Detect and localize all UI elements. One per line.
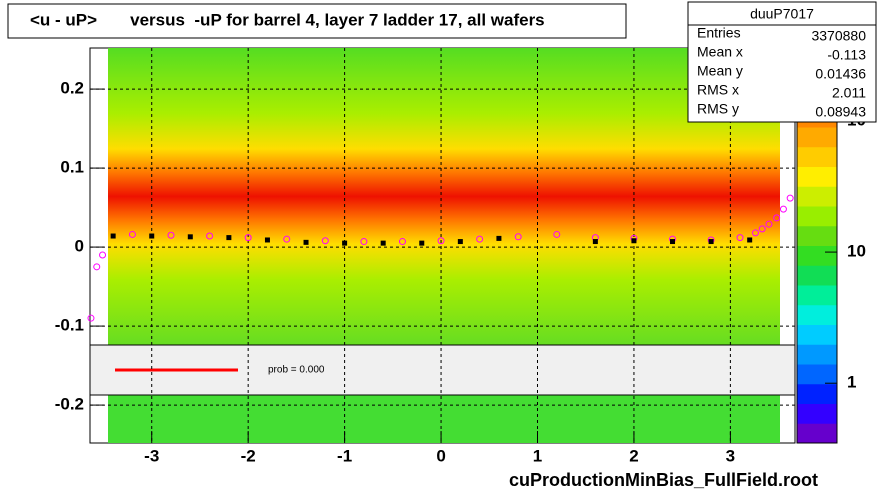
profile-point [779, 205, 787, 213]
x-tick-label: -1 [337, 446, 352, 465]
profile-point [360, 238, 368, 246]
profile-point [631, 238, 637, 244]
y-tick-label: 0 [75, 237, 84, 256]
x-tick-label: -2 [241, 446, 256, 465]
profile-point [244, 234, 252, 242]
color-bar-step [797, 364, 837, 385]
y-tick-label: -0.2 [55, 395, 84, 414]
y-tick-label: 0.2 [60, 79, 84, 98]
profile-point [149, 233, 155, 239]
profile-point [553, 230, 561, 238]
x-tick-label: 2 [629, 446, 638, 465]
color-bar-step [797, 186, 837, 207]
color-bar-step [797, 324, 837, 345]
profile-point [110, 233, 116, 239]
profile-point [264, 237, 270, 243]
profile-point [476, 235, 484, 243]
color-bar-step [797, 304, 837, 325]
profile-point [99, 251, 107, 259]
profile-point [708, 239, 714, 245]
profile-point [419, 240, 425, 246]
profile-point [496, 235, 502, 241]
profile-point [670, 239, 676, 245]
color-bar-step [797, 265, 837, 286]
stats-box [687, 1, 877, 123]
profile-point [303, 239, 309, 245]
profile-point [765, 220, 773, 228]
profile-point [773, 214, 781, 222]
chart-title: <u - uP> versus -uP for barrel 4, layer … [30, 10, 545, 29]
footer: cuProductionMinBias_FullField.root [509, 470, 818, 490]
heatmap-background [108, 395, 780, 443]
stats-value: 0.01436 [815, 66, 866, 82]
heatmap-background [108, 48, 780, 345]
color-bar-step [797, 146, 837, 167]
color-bar-step [797, 285, 837, 306]
profile-point [187, 234, 193, 240]
z-tick-label: 10 [847, 242, 866, 261]
color-bar-step [797, 403, 837, 424]
stats-value: 2.011 [832, 85, 866, 101]
profile-point [736, 234, 744, 242]
stats-label: Entries [697, 25, 741, 41]
x-tick-label: -3 [144, 446, 159, 465]
profile-point [87, 314, 95, 322]
stats-label: Mean x [697, 44, 743, 60]
y-tick-label: 0.1 [60, 158, 84, 177]
stats-title: duuP7017 [750, 6, 814, 22]
color-bar-step [797, 423, 837, 444]
profile-point [514, 233, 522, 241]
stats-label: RMS y [697, 101, 739, 117]
y-tick-label: -0.1 [55, 316, 84, 335]
profile-point [167, 231, 175, 239]
profile-point [93, 263, 101, 271]
profile-point [380, 240, 386, 246]
profile-point [206, 232, 214, 240]
stats-label: RMS x [697, 82, 739, 98]
profile-point [758, 225, 766, 233]
color-bar-step [797, 383, 837, 404]
profile-point [592, 239, 598, 245]
color-bar-step [797, 245, 837, 266]
stats-value: 0.08943 [815, 104, 866, 120]
x-tick-label: 0 [436, 446, 445, 465]
profile-point [321, 237, 329, 245]
profile-point [747, 237, 753, 243]
color-bar-step [797, 166, 837, 187]
color-bar-step [797, 225, 837, 246]
color-bar-step [797, 344, 837, 365]
x-tick-label: 1 [533, 446, 542, 465]
title-box [7, 3, 627, 39]
profile-point [751, 229, 759, 237]
profile-point [786, 194, 794, 202]
profile-point [128, 230, 136, 238]
profile-point [226, 235, 232, 241]
color-bar-step [797, 206, 837, 227]
profile-point [283, 235, 291, 243]
stats-value: 3370880 [811, 28, 866, 44]
profile-point [398, 238, 406, 246]
color-bar-step [797, 127, 837, 148]
z-tick-label: 1 [847, 373, 856, 392]
stats-value: -0.113 [827, 47, 866, 63]
fit-label: prob = 0.000 [268, 365, 325, 376]
profile-point [457, 239, 463, 245]
profile-point [342, 240, 348, 246]
stats-label: Mean y [697, 63, 743, 79]
profile-point [437, 237, 445, 245]
x-tick-label: 3 [726, 446, 735, 465]
